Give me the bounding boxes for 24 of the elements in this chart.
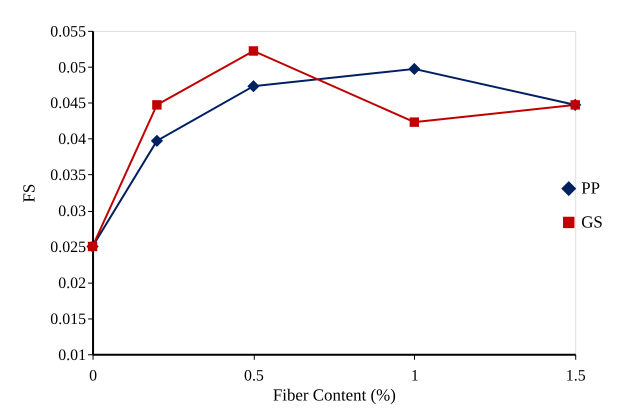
point: [247, 80, 260, 92]
point: [408, 62, 420, 76]
y-tick-label: 0.02: [58, 274, 86, 292]
y-tick-label: 0.03: [58, 203, 86, 220]
x-tick-label: 1.5: [566, 368, 586, 385]
x-tick-label: 0: [89, 368, 98, 385]
y-axis-title: FS: [19, 184, 38, 202]
x-tick-label: 1: [410, 368, 419, 385]
x-tick-label: 0.5: [244, 368, 264, 385]
x-axis-title: Fiber Content (%): [272, 386, 396, 405]
y-tick-label: 0.015: [50, 310, 86, 328]
y-tick-label: 0.04: [58, 131, 86, 148]
y-tick-label: 0.035: [50, 167, 86, 184]
y-tick-label: 0.05: [58, 59, 86, 76]
point: [152, 100, 162, 110]
y-tick-label: 0.025: [50, 238, 86, 256]
y-tick-label: 0.045: [50, 95, 86, 112]
y-tick-label: 0.055: [50, 23, 86, 40]
point: [410, 117, 420, 127]
legend-label: PP: [581, 178, 600, 198]
point: [150, 134, 164, 147]
y-tick-label: 0.01: [58, 346, 86, 364]
point: [248, 46, 258, 56]
legend-label: GS: [581, 212, 603, 232]
